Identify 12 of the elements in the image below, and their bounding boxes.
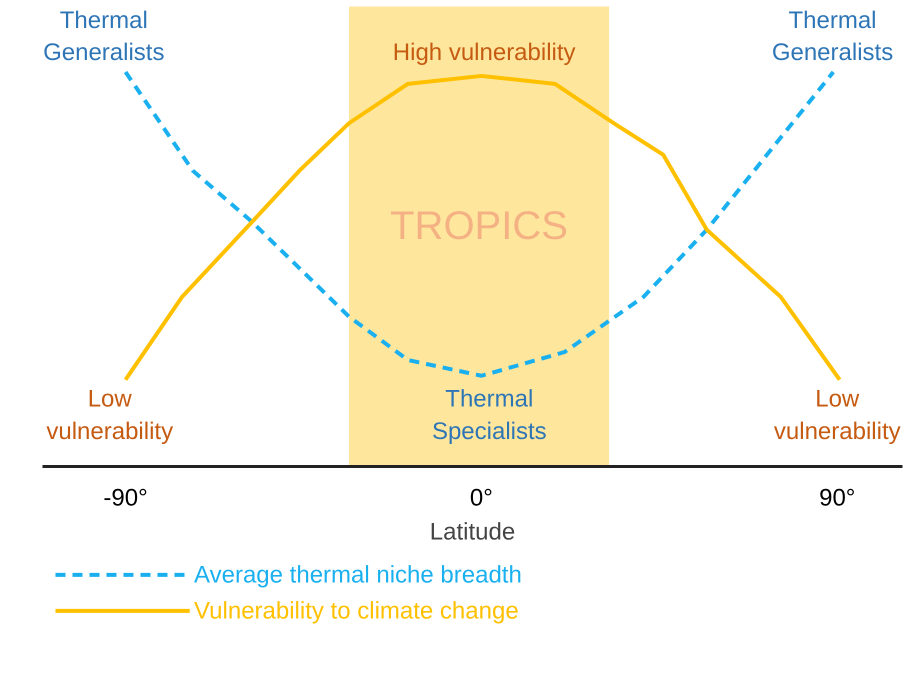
x-tick-label: 0° [470, 484, 493, 512]
annotation: Low vulnerability [774, 386, 901, 445]
x-tick-label: -90° [103, 484, 148, 512]
x-tick-label: 90° [819, 484, 856, 512]
text: Thermal Generalists [772, 6, 894, 66]
text: Average thermal niche breadth [194, 561, 522, 588]
text: High vulnerability [392, 38, 576, 66]
x-axis-title: Latitude [430, 518, 516, 546]
annotation: Low vulnerability [46, 386, 174, 445]
text: Vulnerability to climate change [194, 597, 519, 624]
annotation: Thermal Specialists [432, 386, 547, 445]
text: Thermal Generalists [43, 6, 164, 66]
